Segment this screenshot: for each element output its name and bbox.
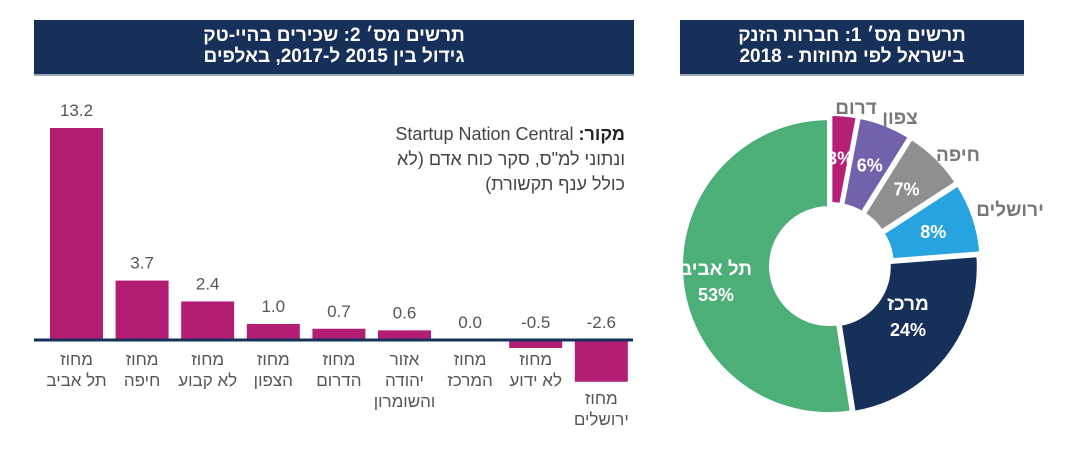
category-label: לא ידוע	[509, 371, 562, 390]
slice-name-label: מרכז	[887, 294, 929, 315]
category-label: מחוז	[126, 350, 159, 369]
pie-slice	[679, 116, 855, 417]
bar	[50, 128, 103, 340]
slice-name-label: דרום	[835, 98, 876, 119]
category-label: מחוז	[585, 389, 618, 408]
category-label: מחוז	[323, 350, 356, 369]
slice-name-label: תל אביב	[680, 259, 752, 280]
bar	[378, 330, 431, 340]
bar	[574, 340, 628, 382]
slice-name-label: חיפה	[936, 145, 980, 166]
bar-value-label: 0.6	[393, 303, 417, 322]
bar-chart-title-line-2: גידול בין 2015 ל-2017, באלפים	[203, 46, 465, 67]
category-label: מחוז	[454, 350, 487, 369]
category-label: הדרום	[316, 371, 361, 390]
source-note: מקור: Startup Nation Central ונתוני למ"ס…	[380, 122, 625, 197]
slice-percent-label: 3%	[827, 148, 853, 168]
category-label: הצפון	[254, 371, 293, 390]
bar	[115, 280, 169, 340]
pie-slice	[837, 252, 981, 416]
bar-chart-title-line-1: תרשים מס׳ 2: שכירים בהיי-טק	[203, 25, 465, 46]
category-label: מחוז	[257, 350, 290, 369]
bar-value-label: 0.7	[327, 302, 351, 321]
category-label: ירושלים	[574, 410, 629, 429]
slice-name-label: צפון	[882, 108, 917, 129]
source-label: מקור:	[578, 124, 625, 144]
slice-percent-label: 7%	[893, 179, 919, 199]
slice-percent-label: 8%	[920, 222, 946, 242]
category-label: יהודה	[385, 371, 424, 390]
category-label: והשומרון	[374, 392, 436, 411]
bar	[181, 301, 235, 340]
category-label: תל אביב	[46, 371, 106, 390]
bar-value-label: 3.7	[130, 254, 154, 273]
bar-value-label: 0.0	[458, 313, 482, 332]
category-label: מחוז	[60, 350, 93, 369]
slice-percent-label: 53%	[698, 285, 734, 305]
category-label: מחוז	[519, 350, 552, 369]
pie-chart-title-line-1: תרשים מס׳ 1: חברות הזנק	[738, 25, 966, 46]
pie-chart-title-line-2: בישראל לפי מחוזות - 2018	[739, 46, 965, 67]
pie-slice	[879, 181, 984, 263]
bar-chart-title: תרשים מס׳ 2: שכירים בהיי-טק גידול בין 20…	[34, 20, 634, 76]
pie-chart-title: תרשים מס׳ 1: חברות הזנק בישראל לפי מחוזו…	[680, 20, 1024, 76]
source-text: Startup Nation Central ונתוני למ"ס, סקר …	[395, 124, 625, 194]
bar-value-label: -2.6	[587, 313, 616, 332]
category-label: לא קבוע	[178, 371, 237, 390]
bar-value-label: 1.0	[261, 297, 285, 316]
category-label: חיפה	[124, 371, 160, 390]
bar	[246, 323, 300, 340]
slice-name-label: ירושלים	[976, 200, 1044, 221]
bar	[509, 340, 563, 349]
category-label: המרכז	[447, 371, 492, 390]
slice-percent-label: 6%	[857, 156, 883, 176]
bar	[312, 328, 366, 340]
bar-value-label: -0.5	[521, 313, 550, 332]
slice-percent-label: 24%	[890, 320, 926, 340]
bar-value-label: 2.4	[196, 274, 220, 293]
category-label: מחוז	[191, 350, 224, 369]
bar-value-label: 13.2	[60, 101, 93, 120]
category-label: אזור	[390, 350, 420, 369]
